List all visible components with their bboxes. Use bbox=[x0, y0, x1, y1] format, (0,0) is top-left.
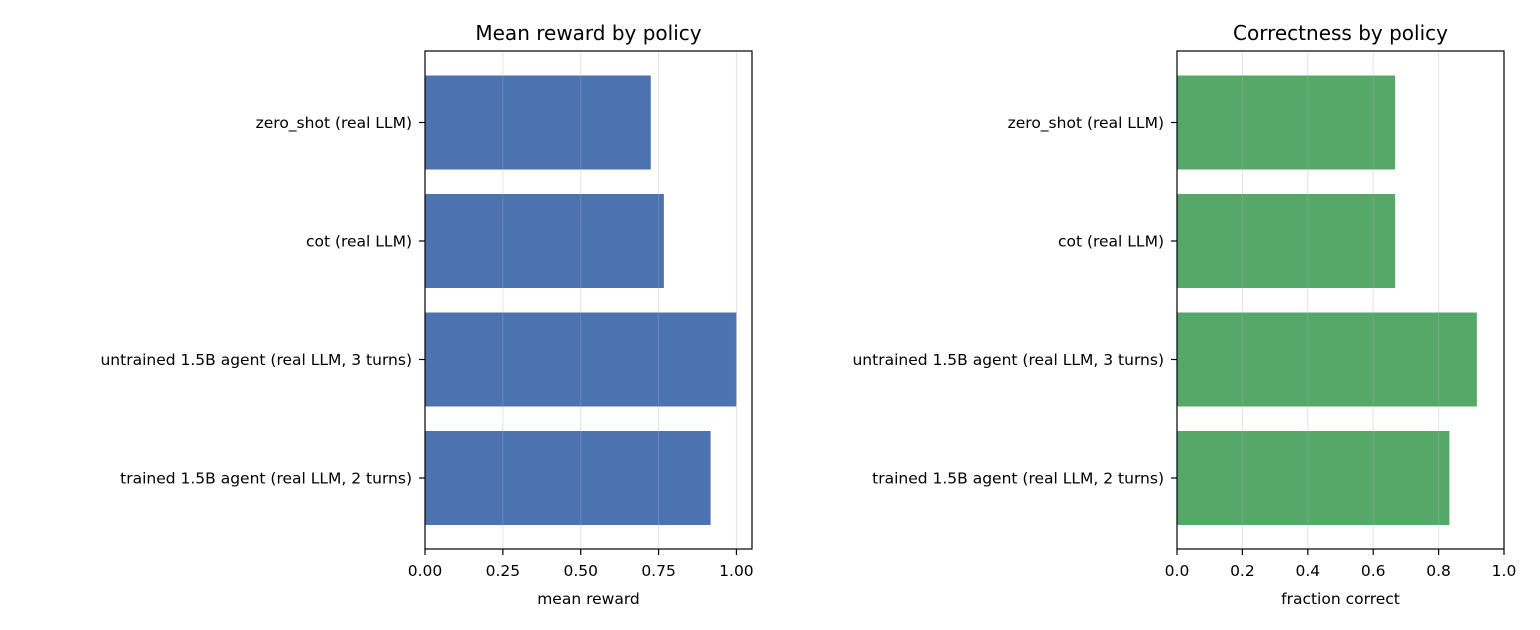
axes-frame bbox=[1176, 50, 1505, 550]
category-label-0: zero_shot (real LLM) bbox=[256, 114, 412, 133]
x-tick-label-2: 0.50 bbox=[563, 562, 598, 580]
x-tick-label-4: 0.8 bbox=[1426, 562, 1451, 580]
panel-mean-reward: 0.00 0.25 0.50 0.75 1.00 zero_shot (real LLM)… bbox=[100, 21, 753, 608]
x-tick-label-3: 0.6 bbox=[1361, 562, 1386, 580]
x-tick-label-3: 0.75 bbox=[641, 562, 676, 580]
bar-2 bbox=[425, 312, 737, 407]
x-tick-label-1: 0.25 bbox=[486, 562, 521, 580]
category-label-3: trained 1.5B agent (real LLM, 2 turns) bbox=[120, 470, 412, 488]
bar-3 bbox=[1177, 431, 1450, 525]
category-label-2: untrained 1.5B agent (real LLM, 3 turns) bbox=[852, 351, 1164, 369]
x-tick-label-5: 1.0 bbox=[1492, 562, 1517, 580]
x-axis-label: mean reward bbox=[537, 590, 640, 608]
category-label-3: trained 1.5B agent (real LLM, 2 turns) bbox=[872, 470, 1164, 488]
x-tick-label-1: 0.2 bbox=[1230, 562, 1255, 580]
bar-0 bbox=[1177, 75, 1396, 170]
category-label-1: cot (real LLM) bbox=[1058, 233, 1164, 251]
panel-correctness: 0.0 0.2 0.4 0.6 0.8 1.0 zero_shot (real LLM) co… bbox=[852, 21, 1516, 608]
category-label-2: untrained 1.5B agent (real LLM, 3 turns) bbox=[100, 351, 412, 369]
chart-title: Correctness by policy bbox=[1233, 21, 1448, 45]
x-tick-label-4: 1.00 bbox=[719, 562, 754, 580]
bar-2 bbox=[1177, 312, 1477, 407]
axes-frame bbox=[424, 50, 753, 550]
bar-1 bbox=[425, 194, 664, 288]
x-tick-label-0: 0.0 bbox=[1165, 562, 1190, 580]
x-tick-label-0: 0.00 bbox=[408, 562, 443, 580]
chart-title: Mean reward by policy bbox=[475, 21, 701, 45]
bar-0 bbox=[425, 75, 651, 170]
category-label-1: cot (real LLM) bbox=[306, 233, 412, 251]
bar-3 bbox=[425, 431, 711, 525]
x-tick-label-2: 0.4 bbox=[1295, 562, 1320, 580]
x-axis-label: fraction correct bbox=[1281, 590, 1400, 608]
bar-1 bbox=[1177, 194, 1396, 288]
category-label-0: zero_shot (real LLM) bbox=[1008, 114, 1164, 133]
